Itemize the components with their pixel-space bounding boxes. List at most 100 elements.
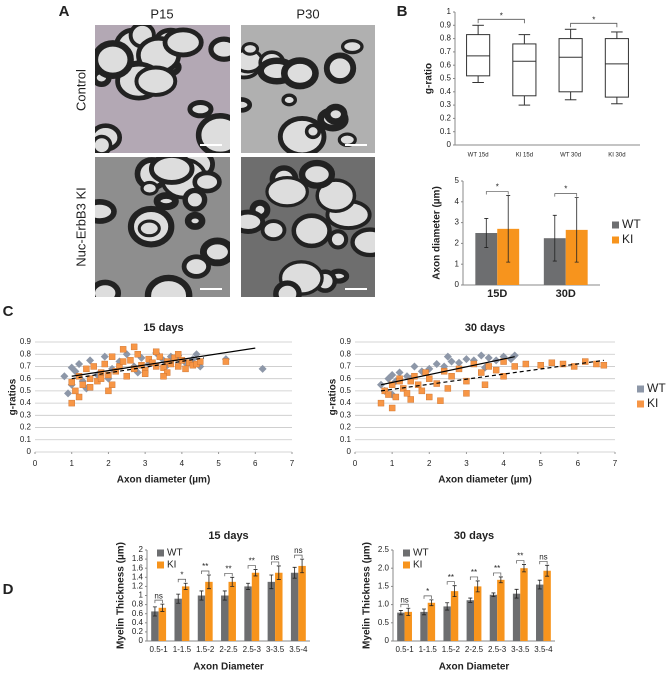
error-bar [253, 569, 258, 577]
x-tick-label: 1-1.5 [173, 645, 192, 654]
bracket [477, 18, 525, 24]
x-tick-label: 15D [487, 288, 507, 300]
point [395, 368, 404, 377]
bar [443, 606, 451, 641]
y-tick-label: 0.9 [20, 337, 32, 346]
bracket [201, 570, 210, 575]
point [141, 370, 149, 377]
point [537, 362, 544, 369]
point [500, 373, 507, 380]
point [64, 389, 73, 398]
y-tick-label: 0.5 [340, 386, 352, 395]
point [123, 373, 130, 380]
point [444, 385, 452, 392]
error-bar [422, 608, 427, 616]
point [410, 362, 419, 371]
point [130, 343, 138, 351]
y-tick-label: 2 [455, 239, 460, 248]
x-tick-label: 0 [353, 459, 358, 468]
significance: * [500, 11, 503, 20]
bar [244, 586, 252, 641]
fiber [182, 187, 208, 212]
x-tick-label: 30D [556, 288, 576, 300]
point [100, 352, 109, 361]
fiber [304, 123, 322, 140]
legend-swatch [157, 561, 164, 569]
panel-label: A [59, 3, 70, 20]
significance: ns [539, 552, 547, 561]
legend-label: KI [413, 560, 422, 571]
point [163, 369, 171, 376]
error-bar [269, 574, 274, 590]
y-tick-label: 0.4 [340, 398, 352, 407]
y-tick-label: 0 [385, 636, 390, 645]
bar [267, 581, 276, 641]
bracket [294, 554, 303, 559]
point [377, 399, 385, 407]
legend-swatch [637, 385, 644, 393]
x-tick-label: 3 [143, 459, 148, 468]
x-tick-label: 4 [501, 459, 506, 468]
bar [228, 581, 236, 641]
y-tick-label: 0 [447, 140, 452, 149]
error-bar [429, 599, 434, 607]
point [67, 363, 76, 372]
y-tick-label: 2 [139, 545, 144, 554]
significance: * [180, 570, 183, 579]
point [83, 365, 90, 373]
column-label: P15 [150, 6, 173, 21]
x-tick-label: 2.5-3 [488, 645, 507, 654]
chart-title: 15 days [208, 530, 248, 542]
x-axis-label: Axon Diameter [439, 662, 510, 673]
bracket [247, 565, 256, 569]
y-axis-label: g-ratios [328, 378, 339, 415]
fiber [184, 211, 206, 230]
y-tick-label: 4 [455, 197, 460, 206]
bar [174, 598, 182, 641]
point [97, 375, 105, 382]
point [481, 381, 489, 388]
x-tick-label: 1 [390, 459, 395, 468]
fibers [95, 25, 230, 153]
point [68, 379, 75, 386]
fiber [148, 157, 195, 185]
fiber [291, 213, 332, 249]
y-axis-label: g-ratios [8, 378, 19, 415]
legend-swatch [403, 561, 410, 569]
point [86, 375, 94, 382]
bar [466, 600, 474, 641]
point [197, 358, 204, 365]
point [392, 393, 400, 401]
y-axis-label: Myelin Thickness (µm) [116, 542, 127, 649]
fiber [273, 280, 302, 297]
box [558, 38, 583, 93]
point [470, 360, 478, 368]
x-tick-label: 0 [33, 459, 38, 468]
fiber [298, 159, 336, 189]
significance: ** [249, 557, 255, 566]
point [414, 381, 422, 388]
significance: ns [271, 553, 279, 562]
row-label: Nuc-ErbB3 KI [73, 187, 88, 266]
error-bar [160, 603, 165, 612]
bar [474, 586, 482, 641]
error-bar [152, 606, 157, 617]
point [160, 373, 167, 380]
point [388, 404, 396, 412]
x-tick-label: 3.5-4 [289, 645, 308, 654]
y-tick-label: 0.2 [132, 627, 144, 636]
point [426, 393, 433, 401]
significance: ** [517, 552, 523, 561]
bracket [400, 603, 409, 608]
point [90, 363, 97, 370]
fiber [181, 254, 211, 279]
legend-label: KI [622, 232, 633, 246]
y-tick-label: 1 [139, 591, 144, 600]
bracket [270, 561, 280, 565]
legend-label: KI [167, 560, 176, 571]
bar [475, 233, 498, 285]
point [388, 371, 397, 379]
fiber [324, 103, 348, 125]
legend-swatch [637, 400, 644, 408]
x-tick-label: 5 [216, 459, 221, 468]
